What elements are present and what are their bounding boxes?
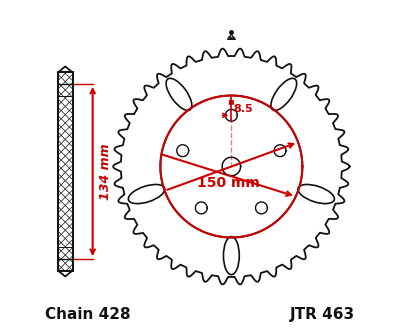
Text: 8.5: 8.5 [233,104,253,114]
Text: 150 mm: 150 mm [197,176,260,190]
Text: 134 mm: 134 mm [99,143,112,200]
Text: Chain 428: Chain 428 [45,307,130,322]
Bar [58,72,72,270]
Bar [58,72,72,270]
Text: JTR 463: JTR 463 [290,307,355,322]
